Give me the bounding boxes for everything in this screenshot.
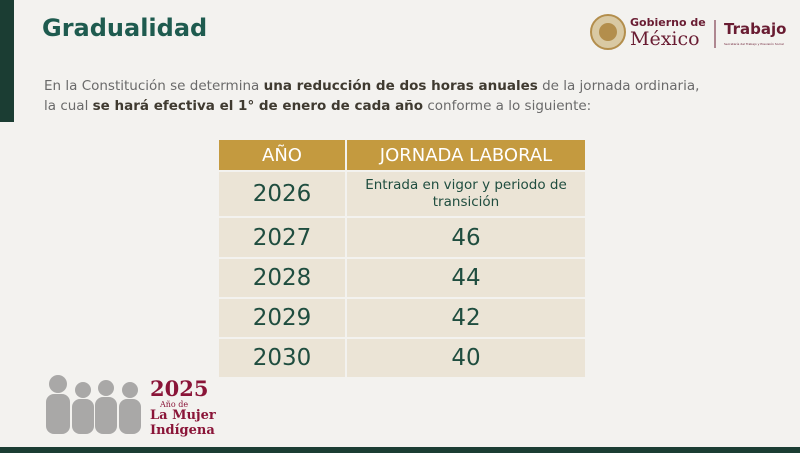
- logo-agency: Trabajo: [724, 20, 786, 38]
- schedule-table: AÑO JORNADA LABORAL 2026 Entrada en vigor…: [217, 138, 587, 379]
- table-row: 2029 42: [219, 299, 585, 337]
- table-cell: 40: [347, 339, 585, 377]
- logo: Gobierno de México Trabajo Secretaría de…: [590, 14, 786, 50]
- table-cell: 2026: [219, 172, 345, 216]
- footer-year: 2025: [150, 376, 209, 401]
- intro-text: de la jornada ordinaria,: [537, 78, 700, 94]
- column-header: JORNADA LABORAL: [347, 140, 585, 170]
- intro-text: conforme a lo siguiente:: [423, 98, 592, 114]
- table-cell: 2029: [219, 299, 345, 337]
- logo-agency-sub: Secretaría del Trabajo y Previsión Socia…: [724, 42, 784, 46]
- table-cell: 42: [347, 299, 585, 337]
- column-header: AÑO: [219, 140, 345, 170]
- intro-line: la cual se hará efectiva el 1° de enero …: [44, 98, 591, 114]
- intro-text: la cual: [44, 98, 93, 114]
- footer-line3: Indígena: [150, 423, 215, 438]
- side-bar: [0, 0, 14, 122]
- bottom-bar: [0, 447, 800, 453]
- table-cell: 2030: [219, 339, 345, 377]
- table-cell: 2028: [219, 259, 345, 297]
- intro-text: En la Constitución se determina: [44, 78, 264, 94]
- table-row: 2030 40: [219, 339, 585, 377]
- intro-line: En la Constitución se determina una redu…: [44, 78, 699, 94]
- intro-bold: una reducción de dos horas anuales: [263, 78, 538, 94]
- table-cell: 2027: [219, 218, 345, 257]
- table-cell: Entrada en vigor y periodo de transición: [347, 172, 585, 216]
- table-row: 2026 Entrada en vigor y periodo de transi…: [219, 172, 585, 216]
- table-cell: 44: [347, 259, 585, 297]
- logo-line1: Gobierno de: [630, 16, 706, 29]
- illustration: [46, 375, 141, 434]
- table-row: 2028 44: [219, 259, 585, 297]
- intro-bold: se hará efectiva el 1° de enero de cada …: [92, 98, 424, 114]
- footer-line1: Año de: [160, 400, 189, 409]
- table-row: 2027 46: [219, 218, 585, 257]
- table-cell: 46: [347, 218, 585, 257]
- title: Gradualidad: [42, 14, 208, 42]
- logo-line2: México: [630, 28, 700, 50]
- footer-line2: La Mujer: [150, 408, 216, 423]
